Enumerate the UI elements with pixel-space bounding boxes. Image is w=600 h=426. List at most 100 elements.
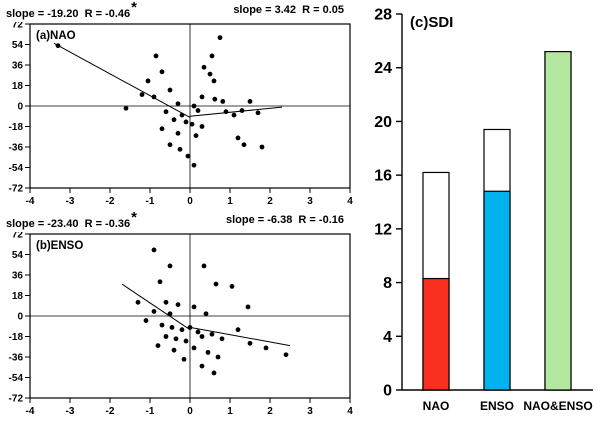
scatter-point: [175, 302, 181, 308]
scatter-point: [135, 299, 141, 305]
scatter-point: [255, 110, 261, 116]
x-tick-label: 3: [307, 196, 313, 207]
bar-filled-NAO&ENSO: [544, 50, 572, 391]
scatter-point: [153, 53, 159, 59]
scatter-point: [179, 327, 185, 333]
scatter-point: [212, 96, 218, 102]
scatter-point: [199, 334, 205, 339]
x-tick-label: -2: [106, 196, 115, 207]
scatter-point: [157, 279, 163, 285]
bar-category-label: ENSO: [480, 399, 514, 413]
stat-right-text: slope = 3.42 R = 0.05: [233, 4, 344, 16]
x-tick-label: 1: [227, 406, 233, 417]
scatter-point: [247, 99, 253, 104]
y-tick-label: 20: [374, 114, 392, 131]
regression-line-positive-phase-fit: [189, 106, 283, 117]
y-tick-label: -18: [9, 122, 24, 133]
scatter-point: [175, 101, 181, 107]
y-tick-label: 72: [12, 22, 24, 31]
scatter-point: [155, 343, 161, 349]
x-tick-label: 2: [267, 196, 273, 207]
regression-line-positive-phase-fit: [189, 326, 291, 347]
scatter-point: [163, 109, 169, 115]
scatter-point: [173, 336, 179, 342]
scatter-point: [211, 370, 217, 376]
x-tick-label: 2: [267, 406, 273, 417]
scatter-point: [167, 142, 173, 148]
y-tick-label: 16: [374, 168, 392, 185]
scatter-point: [145, 78, 151, 84]
scatter-point: [191, 103, 197, 109]
stat-left-text: slope = -23.40 R = -0.36: [6, 218, 131, 230]
scatter-point: [209, 53, 215, 59]
panel-nao: slope = -19.20 R = -0.46* slope = 3.42 R…: [0, 0, 368, 212]
y-tick-label: 12: [374, 221, 392, 238]
scatter-point: [181, 356, 187, 362]
scatter-point: [220, 99, 226, 104]
scatter-point: [263, 345, 269, 351]
y-tick-label: 72: [12, 232, 24, 241]
scatter-point: [169, 324, 175, 330]
scatter-point: [207, 71, 213, 77]
x-tick-label: 0: [187, 406, 193, 417]
scatter-point: [211, 78, 217, 84]
y-tick-label: 54: [12, 250, 24, 261]
regression-line-negative-phase-fit: [121, 283, 191, 331]
scatter-point: [203, 311, 209, 317]
x-tick-label: -1: [146, 196, 155, 207]
scatter-point: [195, 329, 201, 335]
scatter-plot-enso-wrap: -4 -3 -2 -1 0 1 2 3 4 -72 -54 -36 -18 0 18 36 54 72 (b)EN…: [0, 232, 368, 422]
y-tick-label: 36: [12, 61, 24, 72]
scatter-plot-enso: -4 -3 -2 -1 0 1 2 3 4 -72 -54 -36 -18 0 18 36 54 72: [9, 232, 354, 417]
scatter-point: [245, 304, 251, 310]
y-tick-label: 24: [374, 60, 392, 77]
scatter-point: [231, 112, 237, 118]
y-tick-label: -72: [9, 394, 24, 405]
panel-enso-stats: slope = -23.40 R = -0.36* slope = -6.38 …: [0, 209, 368, 232]
scatter-point: [241, 142, 247, 148]
stat-left: slope = -23.40 R = -0.36*: [6, 209, 137, 231]
scatter-plot-nao-wrap: -4 -3 -2 -1 0 1 2 3 4 -72 -54 -36 -18 0 18 36 54 72 (a)NA…: [0, 22, 368, 212]
panel-label-nao: (a)NAO: [36, 30, 76, 42]
significance-star: *: [131, 0, 137, 16]
bar-category-label: NAO: [423, 399, 450, 413]
scatter-point: [229, 283, 235, 289]
scatter-point: [123, 105, 129, 111]
scatter-point: [151, 309, 157, 314]
scatter-point: [191, 304, 197, 310]
scatter-point: [189, 121, 195, 127]
y-tick-label: 0: [383, 383, 392, 400]
scatter-point: [151, 247, 157, 253]
scatter-point: [139, 92, 145, 98]
panel-label-enso: (b)ENSO: [36, 240, 84, 252]
x-tick-label: 1: [227, 196, 233, 207]
scatter-point: [163, 334, 169, 339]
scatter-points: [135, 247, 289, 376]
bar-filled-ENSO: [483, 190, 511, 391]
scatter-point: [219, 336, 225, 342]
scatter-point: [223, 109, 229, 115]
scatter-point: [247, 340, 253, 346]
scatter-point: [239, 108, 245, 113]
panel-nao-stats: slope = -19.20 R = -0.46* slope = 3.42 R…: [0, 0, 368, 22]
scatter-point: [235, 135, 241, 141]
y-tick-label: -72: [9, 184, 24, 195]
scatter-point: [213, 281, 219, 287]
x-axis-ticks: -4 -3 -2 -1 0 1 2 3 4: [26, 188, 353, 207]
x-axis-ticks: -4 -3 -2 -1 0 1 2 3 4: [26, 398, 353, 417]
panel-enso: slope = -23.40 R = -0.36* slope = -6.38 …: [0, 209, 368, 422]
scatter-point: [235, 327, 241, 333]
y-tick-label: -18: [9, 332, 24, 343]
y-tick-label: -54: [9, 373, 24, 384]
stat-left: slope = -19.20 R = -0.46*: [6, 0, 137, 21]
panel-label-sdi: (c)SDI: [410, 14, 454, 31]
scatter-plot-nao: -4 -3 -2 -1 0 1 2 3 4 -72 -54 -36 -18 0 18 36 54 72: [9, 22, 354, 207]
stat-left-text: slope = -19.20 R = -0.46: [6, 8, 131, 20]
bar-category-label: NAO&ENSO: [523, 399, 592, 413]
scatter-point: [163, 299, 169, 305]
scatter-point: [175, 130, 181, 136]
scatter-point: [185, 153, 191, 159]
panel-sdi: 0 4 8 12 16 20 24 28 NAO ENSO NAO&ENSO (c)SDI: [368, 0, 600, 426]
significance-star: *: [131, 209, 137, 226]
